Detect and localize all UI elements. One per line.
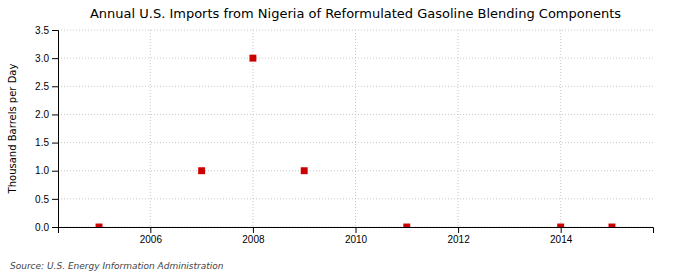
- x-grid-line: [150, 30, 151, 227]
- y-tick-mark: [52, 199, 58, 200]
- title: Annual U.S. Imports from Nigeria of Refo…: [90, 6, 621, 21]
- y-axis: 0.0 0.5 1.0 1.5 2.0 2.5 3.0 3.5: [35, 25, 58, 233]
- point: [403, 224, 410, 227]
- y-tick: 1.0: [35, 165, 58, 176]
- x-tick-mark: [561, 227, 562, 233]
- point: [609, 224, 616, 227]
- x-tick: 2014: [550, 227, 573, 245]
- x-tick-mark: [458, 227, 459, 233]
- x-tick-label: 2006: [140, 234, 163, 245]
- y-tick: 2.0: [35, 109, 58, 120]
- y-tick: 3.5: [35, 25, 58, 36]
- annotation: Source: U.S. Energy Information Administ…: [10, 261, 224, 271]
- x-tick: 2006: [140, 227, 163, 245]
- x-tick: 2012: [447, 227, 470, 245]
- x-grid-line: [355, 30, 356, 227]
- y-tick-label: 0.0: [35, 222, 49, 233]
- points: [96, 55, 616, 227]
- y-tick-mark: [52, 58, 58, 59]
- x-tick-label: 2008: [242, 234, 265, 245]
- y-grid-line: [58, 142, 653, 143]
- point: [96, 224, 103, 227]
- chart: 2006 2008 2010 2012 2014 0.0 0.5 1.0 1.5 2.0 2.5 3.…: [0, 0, 675, 275]
- point: [301, 167, 308, 174]
- y-tick-mark: [52, 171, 58, 172]
- x-tick-label: 2014: [550, 234, 573, 245]
- y-axis-label: Thousand Barrels per Day: [7, 64, 18, 195]
- x-grid-line: [560, 30, 561, 227]
- y-tick: 0.5: [35, 194, 58, 205]
- x-tick-mark: [253, 227, 254, 233]
- y-tick-label: 3.0: [35, 53, 49, 64]
- grid: [58, 30, 653, 227]
- y-tick-label: 1.5: [35, 137, 49, 148]
- x-axis: 2006 2008 2010 2012 2014: [59, 227, 654, 245]
- point: [198, 167, 205, 174]
- x-tick-mark: [356, 227, 357, 233]
- y-tick-mark: [52, 114, 58, 115]
- y-tick-mark: [52, 86, 58, 87]
- y-tick-label: 2.0: [35, 109, 49, 120]
- plot: 2006 2008 2010 2012 2014 0.0 0.5 1.0 1.5 2.0 2.5 3.…: [35, 25, 653, 245]
- x-tick-label: 2012: [447, 234, 470, 245]
- y-tick: 0.0: [35, 222, 58, 233]
- y-grid-line: [58, 86, 653, 87]
- y-tick-label: 0.5: [35, 194, 49, 205]
- y-tick-label: 3.5: [35, 25, 49, 36]
- y-tick-label: 1.0: [35, 165, 49, 176]
- y-tick: 3.0: [35, 53, 58, 64]
- x-tick: 2010: [345, 227, 368, 245]
- y-tick-mark: [52, 227, 58, 228]
- point: [249, 55, 256, 62]
- x-grid-line: [458, 30, 459, 227]
- x-tick: 2008: [242, 227, 265, 245]
- y-tick: 2.5: [35, 81, 58, 92]
- point: [557, 224, 564, 227]
- x-tick-label: 2010: [345, 234, 368, 245]
- y-tick: 1.5: [35, 137, 58, 148]
- y-axis-line: [52, 31, 59, 228]
- y-tick-label: 2.5: [35, 81, 49, 92]
- y-tick-mark: [52, 143, 58, 144]
- x-axis-line: [59, 228, 654, 234]
- x-tick-mark: [150, 227, 151, 233]
- y-tick-mark: [52, 30, 58, 31]
